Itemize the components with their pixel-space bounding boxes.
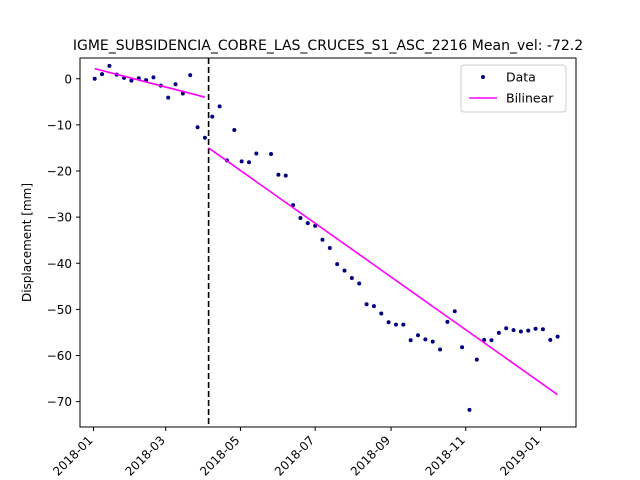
y-tick-label: −50: [47, 303, 72, 317]
data-point: [100, 72, 105, 77]
legend-label: Bilinear: [506, 91, 554, 106]
x-tick-label: 2018-11: [423, 433, 468, 478]
plot-frame: [79, 57, 577, 428]
x-tick-label: 2018-01: [50, 433, 95, 478]
data-point: [408, 338, 413, 343]
data-point: [210, 114, 215, 119]
data-point: [489, 338, 494, 343]
data-point: [151, 75, 156, 80]
y-axis-label: Displacement [mm]: [20, 183, 34, 302]
x-tick-label: 2019-01: [497, 433, 542, 478]
y-tick-label: −10: [47, 118, 72, 132]
legend-label: Data: [506, 70, 536, 85]
data-point: [298, 216, 303, 221]
data-point: [474, 357, 479, 362]
data-point: [526, 328, 531, 333]
data-point: [320, 237, 325, 242]
data-point: [335, 262, 340, 267]
x-tick-label: 2018-07: [272, 433, 317, 478]
y-tick-label: −20: [47, 165, 72, 179]
data-point: [349, 276, 354, 281]
data-point: [371, 304, 376, 309]
data-point: [393, 322, 398, 327]
legend-box: [460, 64, 567, 113]
data-point: [276, 172, 281, 177]
y-tick-label: 0: [64, 72, 72, 86]
x-tick-label: 2018-09: [348, 433, 393, 478]
data-point: [254, 151, 259, 156]
data-point: [166, 95, 171, 100]
data-point: [467, 407, 472, 412]
data-point: [247, 160, 252, 165]
data-point: [416, 333, 421, 338]
data-point: [232, 127, 237, 132]
data-point: [482, 337, 487, 342]
y-tick-label: −40: [47, 257, 72, 271]
y-tick-label: −30: [47, 211, 72, 225]
data-point: [342, 268, 347, 273]
data-point: [129, 78, 134, 83]
data-point: [452, 309, 457, 314]
data-point: [533, 326, 538, 331]
data-point: [283, 173, 288, 178]
data-point: [305, 221, 310, 226]
data-point: [460, 345, 465, 350]
data-point: [379, 311, 384, 316]
data-point: [357, 281, 362, 286]
y-tick-label: −60: [47, 349, 72, 363]
x-tick-label: 2018-05: [197, 433, 242, 478]
legend: Data Bilinear: [460, 64, 567, 113]
data-point: [364, 302, 369, 307]
plot-area: [92, 58, 560, 427]
data-point: [92, 76, 97, 81]
axes: 0 −10 −20 −30 −40 −50 −60 −70 2018-01 2018-03 2018…: [47, 72, 543, 478]
data-point: [173, 82, 178, 87]
data-point: [401, 322, 406, 327]
legend-swatch-data: [481, 75, 485, 79]
data-point: [511, 328, 516, 333]
x-tick-label: 2018-03: [122, 433, 167, 478]
data-point: [188, 73, 193, 78]
data-point: [217, 104, 222, 109]
data-point: [548, 337, 553, 342]
data-point: [438, 347, 443, 352]
data-point: [504, 326, 509, 331]
data-point: [496, 330, 501, 335]
data-point: [386, 320, 391, 325]
data-point: [555, 334, 560, 339]
chart-title: IGME_SUBSIDENCIA_COBRE_LAS_CRUCES_S1_ASC…: [73, 38, 583, 54]
data-point: [239, 159, 244, 164]
bilinear-segment: [208, 147, 559, 396]
data-point: [107, 63, 112, 68]
y-tick-label: −70: [47, 395, 72, 409]
data-point: [540, 327, 545, 332]
data-point: [518, 329, 523, 334]
bilinear-segment: [94, 67, 206, 98]
data-point: [269, 151, 274, 156]
data-point: [423, 337, 428, 342]
data-point: [195, 125, 200, 130]
data-point: [445, 319, 450, 324]
data-point: [202, 135, 207, 140]
data-point: [430, 339, 435, 344]
data-point: [327, 246, 332, 251]
